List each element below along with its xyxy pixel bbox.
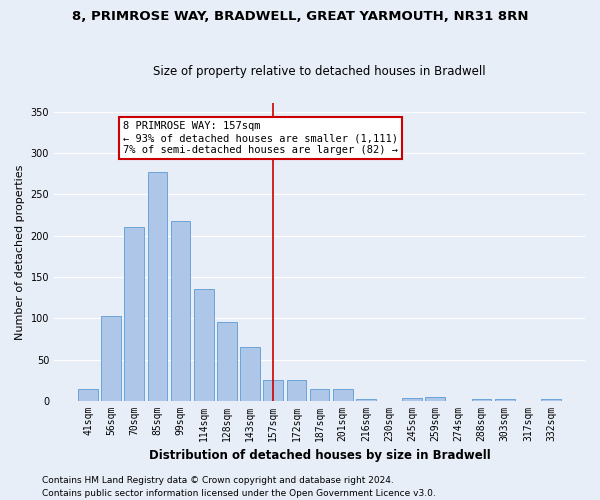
- Text: 8 PRIMROSE WAY: 157sqm
← 93% of detached houses are smaller (1,111)
7% of semi-d: 8 PRIMROSE WAY: 157sqm ← 93% of detached…: [123, 122, 398, 154]
- Bar: [472, 398, 491, 401]
- Bar: [287, 380, 306, 401]
- Text: Contains HM Land Registry data © Crown copyright and database right 2024.
Contai: Contains HM Land Registry data © Crown c…: [42, 476, 436, 498]
- Bar: [495, 398, 515, 401]
- Title: Size of property relative to detached houses in Bradwell: Size of property relative to detached ho…: [153, 66, 486, 78]
- Bar: [425, 397, 445, 401]
- Bar: [541, 398, 561, 401]
- Bar: [402, 398, 422, 401]
- Bar: [310, 390, 329, 401]
- Bar: [217, 322, 237, 401]
- Text: 8, PRIMROSE WAY, BRADWELL, GREAT YARMOUTH, NR31 8RN: 8, PRIMROSE WAY, BRADWELL, GREAT YARMOUT…: [72, 10, 528, 23]
- Bar: [148, 172, 167, 401]
- Bar: [101, 316, 121, 401]
- Bar: [263, 380, 283, 401]
- X-axis label: Distribution of detached houses by size in Bradwell: Distribution of detached houses by size …: [149, 450, 490, 462]
- Bar: [240, 348, 260, 401]
- Y-axis label: Number of detached properties: Number of detached properties: [15, 164, 25, 340]
- Bar: [78, 388, 98, 401]
- Bar: [124, 228, 144, 401]
- Bar: [333, 388, 353, 401]
- Bar: [171, 220, 190, 401]
- Bar: [356, 398, 376, 401]
- Bar: [194, 290, 214, 401]
